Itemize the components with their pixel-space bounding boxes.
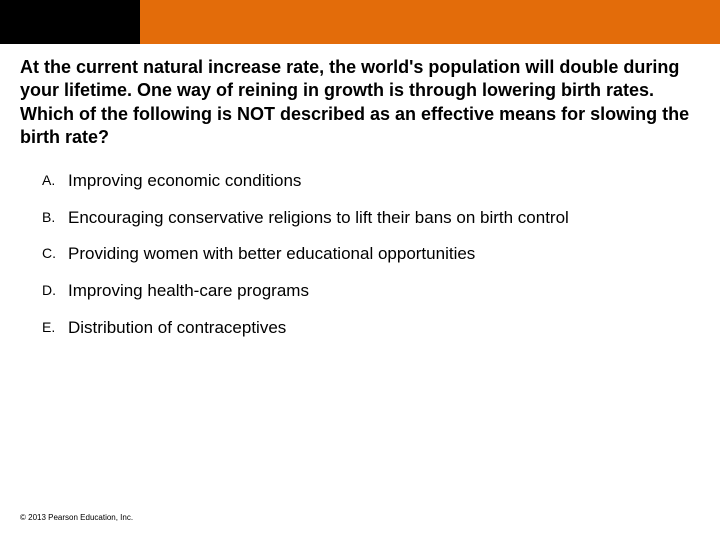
option-d: D. Improving health-care programs (42, 280, 700, 303)
header-black-block (0, 0, 140, 44)
option-letter: C. (42, 243, 68, 261)
option-text: Improving economic conditions (68, 170, 301, 193)
option-text: Providing women with better educational … (68, 243, 475, 266)
header-bar (0, 0, 720, 44)
option-text: Encouraging conservative religions to li… (68, 207, 569, 230)
header-orange-block (140, 0, 720, 44)
content-area: At the current natural increase rate, th… (0, 44, 720, 340)
option-b: B. Encouraging conservative religions to… (42, 207, 700, 230)
option-e: E. Distribution of contraceptives (42, 317, 700, 340)
option-letter: D. (42, 280, 68, 298)
option-a: A. Improving economic conditions (42, 170, 700, 193)
option-c: C. Providing women with better education… (42, 243, 700, 266)
option-letter: E. (42, 317, 68, 335)
question-text: At the current natural increase rate, th… (20, 56, 700, 150)
option-letter: B. (42, 207, 68, 225)
options-list: A. Improving economic conditions B. Enco… (20, 170, 700, 341)
option-text: Improving health-care programs (68, 280, 309, 303)
option-letter: A. (42, 170, 68, 188)
option-text: Distribution of contraceptives (68, 317, 286, 340)
copyright-text: © 2013 Pearson Education, Inc. (20, 513, 133, 522)
